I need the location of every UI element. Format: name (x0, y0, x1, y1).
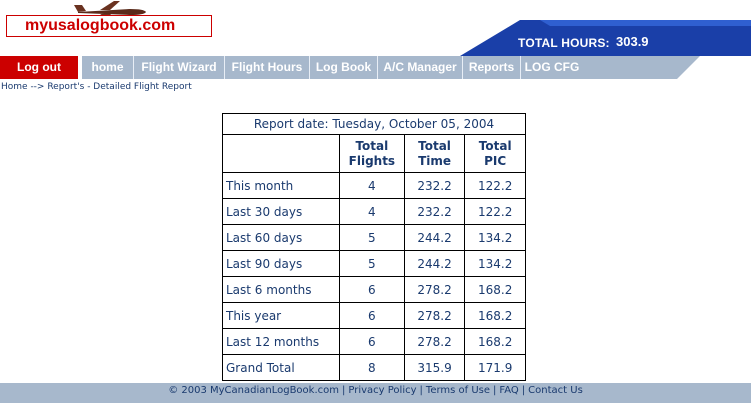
table-row: Last 12 months 6 278.2 168.2 (222, 328, 526, 355)
table-row: Grand Total 8 315.9 171.9 (222, 354, 526, 381)
cell-time: 315.9 (403, 354, 466, 381)
copyright-text: © 2003 MyCanadianLogBook.com (168, 385, 339, 396)
table-row: This month 4 232.2 122.2 (222, 172, 526, 199)
cell-pic: 122.2 (464, 198, 526, 225)
total-hours-value: 303.9 (616, 34, 649, 49)
column-header: Total PIC (464, 134, 526, 173)
cell-time: 278.2 (403, 328, 466, 355)
column-header: Total Flights (339, 134, 405, 173)
nav-flight-hours[interactable]: Flight Hours (231, 60, 303, 74)
row-label: This year (222, 302, 340, 329)
main-nav: Log out home Flight Wizard Flight Hours … (0, 56, 751, 79)
cell-flights: 4 (339, 172, 405, 199)
total-hours-label: TOTAL HOURS: (518, 36, 610, 50)
cell-pic: 168.2 (464, 328, 526, 355)
row-label: Last 60 days (222, 224, 340, 251)
cell-pic: 168.2 (464, 302, 526, 329)
row-label: Last 30 days (222, 198, 340, 225)
total-hours-banner (460, 20, 751, 56)
table-row: Last 60 days 5 244.2 134.2 (222, 224, 526, 251)
row-label: Last 90 days (222, 250, 340, 277)
empty-header-cell (222, 134, 340, 173)
terms-of-use-link[interactable]: Terms of Use (425, 385, 491, 396)
table-row: This year 6 278.2 168.2 (222, 302, 526, 329)
cell-time: 232.2 (403, 198, 466, 225)
cell-flights: 6 (339, 328, 405, 355)
nav-log-book[interactable]: Log Book (315, 60, 372, 74)
header: myusalogbook.com TOTAL HOURS: 303.9 (0, 0, 751, 56)
cell-flights: 6 (339, 276, 405, 303)
table-row: Last 90 days 5 244.2 134.2 (222, 250, 526, 277)
cell-time: 232.2 (403, 172, 466, 199)
row-label: This month (222, 172, 340, 199)
privacy-policy-link[interactable]: Privacy Policy (348, 385, 417, 396)
nav-background (0, 56, 700, 79)
cell-flights: 5 (339, 224, 405, 251)
cell-time: 244.2 (403, 250, 466, 277)
nav-reports[interactable]: Reports (468, 60, 515, 74)
faq-link[interactable]: FAQ (499, 385, 519, 396)
column-header: Total Time (403, 134, 466, 173)
cell-pic: 168.2 (464, 276, 526, 303)
nav-ac-manager[interactable]: A/C Manager (383, 60, 457, 74)
flight-report-table: Report date: Tuesday, October 05, 2004 T… (222, 113, 526, 381)
cell-pic: 122.2 (464, 172, 526, 199)
nav-home[interactable]: home (91, 60, 124, 74)
contact-us-link[interactable]: Contact Us (528, 385, 583, 396)
row-label: Grand Total (222, 354, 340, 381)
cell-flights: 8 (339, 354, 405, 381)
cell-pic: 134.2 (464, 224, 526, 251)
cell-time: 278.2 (403, 302, 466, 329)
nav-log-cfg[interactable]: LOG CFG (524, 60, 580, 74)
row-label: Last 12 months (222, 328, 340, 355)
table-row: Last 6 months 6 278.2 168.2 (222, 276, 526, 303)
site-logo[interactable]: myusalogbook.com (6, 15, 212, 37)
cell-flights: 4 (339, 198, 405, 225)
cell-flights: 6 (339, 302, 405, 329)
table-row: Last 30 days 4 232.2 122.2 (222, 198, 526, 225)
nav-logout[interactable]: Log out (17, 60, 61, 74)
report-date: Report date: Tuesday, October 05, 2004 (222, 113, 526, 135)
cell-pic: 134.2 (464, 250, 526, 277)
cell-pic: 171.9 (464, 354, 526, 381)
footer: © 2003 MyCanadianLogBook.com | Privacy Pol… (0, 383, 751, 403)
cell-time: 244.2 (403, 224, 466, 251)
row-label: Last 6 months (222, 276, 340, 303)
cell-flights: 5 (339, 250, 405, 277)
breadcrumb: Home --> Report's - Detailed Flight Repo… (1, 82, 192, 92)
nav-flight-wizard[interactable]: Flight Wizard (141, 60, 217, 74)
cell-time: 278.2 (403, 276, 466, 303)
